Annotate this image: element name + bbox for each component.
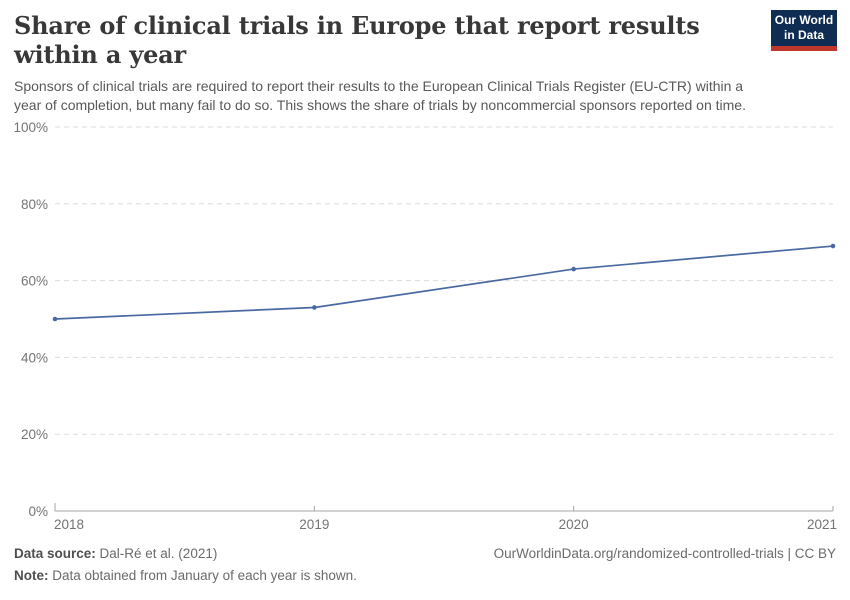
owid-logo-line1: Our World [774, 13, 834, 27]
y-axis-tick-label: 60% [21, 274, 48, 289]
y-axis-tick-label: 80% [21, 197, 48, 212]
note-value: Data obtained from January of each year … [48, 568, 357, 583]
data-source-line: Data source: Dal-Ré et al. (2021) [14, 546, 357, 561]
chart-footer: Data source: Dal-Ré et al. (2021) Note: … [14, 546, 836, 590]
data-source-value: Dal-Ré et al. (2021) [95, 546, 218, 561]
chart-subtitle: Sponsors of clinical trials are required… [14, 77, 746, 114]
page-title: Share of clinical trials in Europe that … [14, 11, 700, 69]
footer-left: Data source: Dal-Ré et al. (2021) Note: … [14, 546, 357, 590]
data-point [830, 243, 836, 249]
line-chart: 0% 20% 40% 60% 80% 100% 2018 2019 2020 2021 [0, 115, 850, 540]
x-axis-tick-label: 2020 [559, 517, 589, 532]
data-source-label: Data source: [14, 546, 96, 561]
x-axis-tick-label: 2021 [807, 517, 837, 532]
data-line [54, 245, 834, 320]
x-axis-tick-label: 2018 [54, 517, 84, 532]
credit-link[interactable]: OurWorldinData.org/randomized-controlled… [493, 546, 836, 561]
owid-logo: Our World in Data [771, 10, 837, 51]
x-axis-tick-label: 2019 [299, 517, 329, 532]
owid-logo-line2: in Data [783, 28, 824, 42]
note-line: Note: Data obtained from January of each… [14, 568, 357, 583]
line-chart-svg: 0% 20% 40% 60% 80% 100% 2018 2019 2020 2021 [13, 120, 837, 532]
note-label: Note: [14, 568, 49, 583]
y-axis-tick-label: 0% [28, 504, 48, 519]
data-point [571, 266, 576, 272]
data-point [52, 316, 58, 322]
y-axis-tick-label: 100% [13, 120, 48, 135]
y-axis-tick-label: 40% [21, 350, 48, 365]
chart-header: Share of clinical trials in Europe that … [0, 0, 850, 116]
y-axis-tick-label: 20% [21, 427, 48, 442]
data-point [312, 305, 317, 310]
